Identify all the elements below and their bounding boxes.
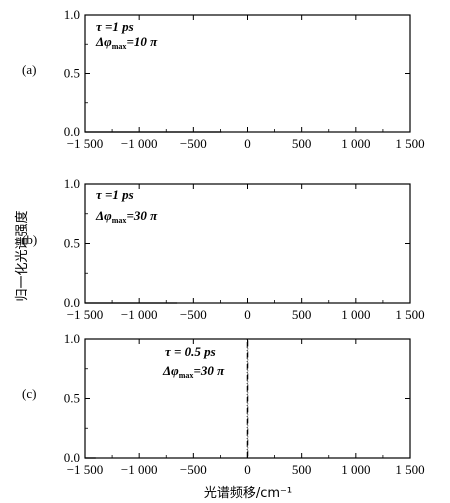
phi-annotation: Δφmax=10 π bbox=[95, 34, 158, 51]
x-tick-label: 0 bbox=[244, 307, 251, 322]
x-tick-label: 1 000 bbox=[341, 462, 370, 477]
y-tick-label: 1.0 bbox=[64, 7, 80, 22]
phi-subscript: max bbox=[112, 216, 127, 225]
x-tick-label: −1 500 bbox=[67, 136, 104, 151]
y-tick-label: 0.5 bbox=[64, 66, 80, 81]
x-tick-label: 500 bbox=[292, 307, 312, 322]
phi-symbol: Δφ bbox=[95, 208, 112, 223]
x-tick-label: 500 bbox=[292, 462, 312, 477]
phi-subscript: max bbox=[112, 42, 127, 51]
x-tick-label: 500 bbox=[292, 136, 312, 151]
plot-frame bbox=[84, 14, 411, 133]
y-tick-label: 1.0 bbox=[64, 331, 80, 346]
x-tick-label: −1 500 bbox=[67, 462, 104, 477]
x-tick-label: 1 500 bbox=[395, 136, 424, 151]
x-tick-label: −1 000 bbox=[121, 307, 158, 322]
phi-symbol: Δφ bbox=[162, 363, 179, 378]
panel-3: −1 500 −1 000 −500 0 500 1 000 1 500 0.0 0.5 1.0 (… bbox=[22, 331, 425, 477]
y-tick-label: 0.0 bbox=[64, 450, 80, 465]
x-tick-label: 0 bbox=[244, 462, 251, 477]
y-tick-label: 0.5 bbox=[64, 236, 80, 251]
panel-label: (b) bbox=[22, 232, 37, 247]
x-tick-label: 0 bbox=[244, 136, 251, 151]
y-axis-title: 归一化光谱强度 bbox=[14, 210, 30, 301]
x-tick-label: −500 bbox=[180, 136, 207, 151]
phi-value: =30 π bbox=[193, 363, 225, 378]
x-tick-label: −500 bbox=[180, 462, 207, 477]
x-tick-label: 1 000 bbox=[341, 307, 370, 322]
panel-label: (c) bbox=[22, 386, 36, 401]
x-tick-label: 1 500 bbox=[395, 462, 424, 477]
phi-value: =30 π bbox=[126, 208, 158, 223]
tau-annotation: τ = 0.5 ps bbox=[165, 344, 216, 359]
y-tick-label: 0.0 bbox=[64, 295, 80, 310]
x-tick-label: −1 000 bbox=[121, 136, 158, 151]
tau-annotation: τ =1 ps bbox=[96, 19, 134, 34]
x-tick-label: 1 000 bbox=[341, 136, 370, 151]
y-tick-label: 0.5 bbox=[64, 391, 80, 406]
panel-label: (a) bbox=[22, 62, 36, 77]
y-tick-label: 0.0 bbox=[64, 124, 80, 139]
plot-frame bbox=[84, 183, 411, 304]
panel-2: −1 500 −1 000 −500 0 500 1 000 1 500 0.0 0.5 1.0 (… bbox=[22, 176, 425, 322]
phi-subscript: max bbox=[179, 371, 194, 380]
tau-annotation: τ =1 ps bbox=[96, 187, 134, 202]
phi-value: =10 π bbox=[126, 34, 158, 49]
y-tick-label: 1.0 bbox=[64, 176, 80, 191]
series-line-2 bbox=[246, 338, 249, 458]
x-tick-label: −1 000 bbox=[121, 462, 158, 477]
phi-annotation: Δφmax=30 π bbox=[95, 208, 158, 225]
x-axis-title: 光谱频移/cm⁻¹ bbox=[204, 486, 292, 501]
x-tick-label: −500 bbox=[180, 307, 207, 322]
x-tick-label: 1 500 bbox=[395, 307, 424, 322]
x-tick-label: −1 500 bbox=[67, 307, 104, 322]
panel-1: −1 500 −1 000 −500 0 500 1 000 1 500 0.0 0.5 1.0 (… bbox=[22, 7, 425, 151]
phi-symbol: Δφ bbox=[95, 34, 112, 49]
phi-annotation: Δφmax=30 π bbox=[162, 363, 225, 380]
